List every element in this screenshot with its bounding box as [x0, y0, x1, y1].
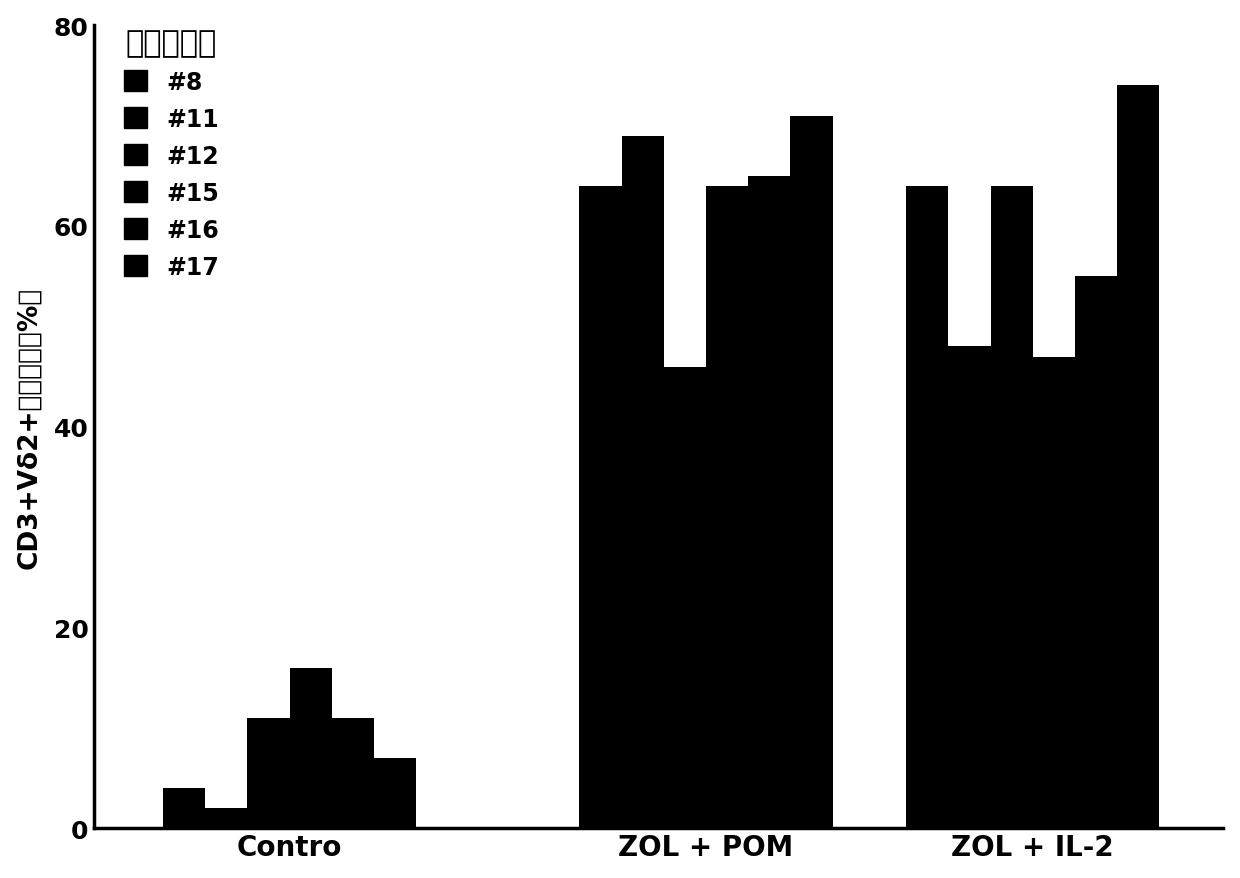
Bar — [790, 117, 833, 829]
Bar — [579, 187, 621, 829]
Bar — [247, 718, 289, 829]
Bar — [1117, 86, 1159, 829]
Bar — [162, 788, 205, 829]
Bar — [1075, 277, 1117, 829]
Bar — [906, 187, 949, 829]
Y-axis label: CD3+Vδ2+细胞比例（%）: CD3+Vδ2+细胞比例（%） — [16, 286, 42, 568]
Bar — [748, 176, 790, 829]
Bar — [991, 187, 1033, 829]
Bar — [374, 759, 417, 829]
Bar — [949, 347, 991, 829]
Bar — [205, 809, 247, 829]
Bar — [332, 718, 374, 829]
Bar — [621, 136, 663, 829]
Bar — [1033, 357, 1075, 829]
Bar — [663, 367, 706, 829]
Legend: #8, #11, #12, #15, #16, #17: #8, #11, #12, #15, #16, #17 — [117, 22, 226, 286]
Bar — [706, 187, 748, 829]
Bar — [289, 668, 332, 829]
